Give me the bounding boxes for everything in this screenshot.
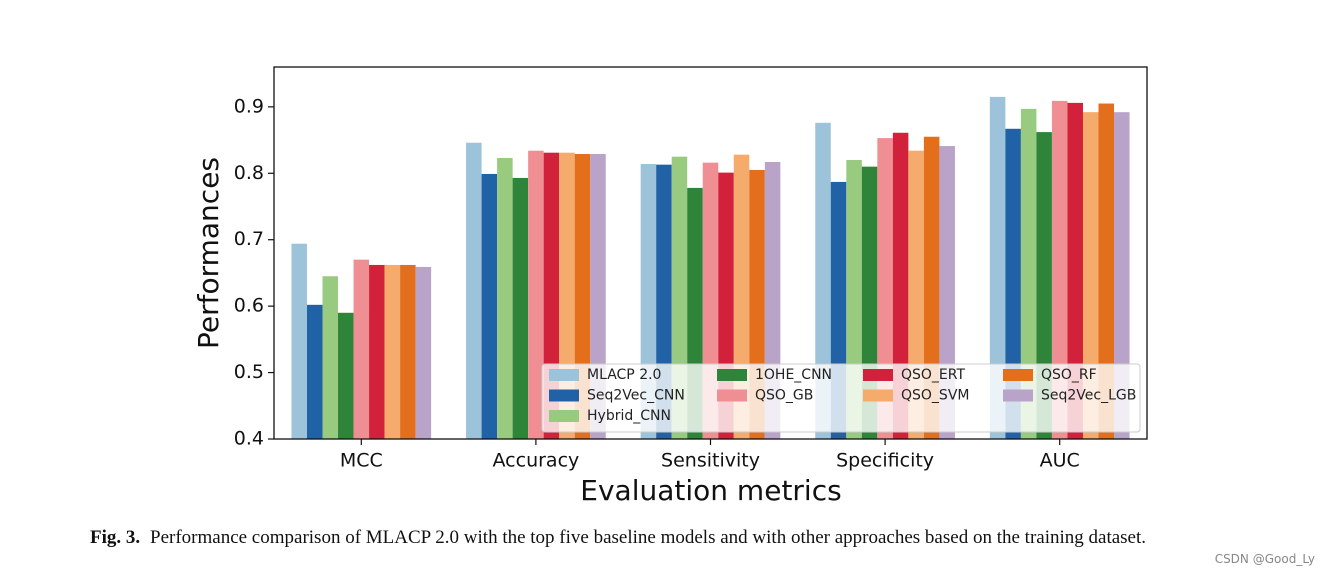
bar — [1082, 112, 1099, 440]
legend-label: Seq2Vec_CNN — [587, 388, 685, 404]
x-tick-label: AUC — [1040, 450, 1080, 472]
legend-swatch — [1003, 369, 1033, 381]
caption-label: Fig. 3. — [90, 527, 140, 548]
bar — [892, 132, 909, 439]
bar — [353, 259, 370, 439]
legend-swatch — [549, 389, 579, 402]
bar — [322, 276, 339, 439]
legend-label: QSO_SVM — [901, 388, 969, 404]
bar — [466, 142, 482, 439]
bar — [415, 266, 432, 439]
bar — [384, 264, 401, 439]
bar — [291, 243, 307, 439]
y-tick-label: 0.8 — [234, 162, 264, 184]
legend-label: Hybrid_CNN — [587, 408, 671, 424]
bar — [815, 122, 831, 440]
legend-label: Seq2Vec_LGB — [1041, 388, 1136, 404]
legend-label: QSO_RF — [1041, 367, 1097, 383]
y-tick-label: 0.9 — [234, 95, 264, 117]
legend-label: QSO_ERT — [901, 367, 965, 383]
plot-frame — [273, 66, 1148, 440]
x-tick-label: Accuracy — [493, 450, 580, 472]
legend-label: QSO_GB — [755, 388, 813, 404]
caption-text: Performance comparison of MLACP 2.0 with… — [150, 527, 1146, 548]
bar — [1005, 128, 1021, 439]
bar — [1114, 112, 1130, 440]
bar — [369, 264, 385, 439]
x-axis-label: Evaluation metrics — [580, 474, 841, 507]
legend-label: 1OHE_CNN — [755, 367, 832, 383]
y-tick-label: 0.5 — [234, 361, 264, 383]
legend-swatch — [549, 369, 579, 381]
legend-swatch — [863, 369, 893, 381]
bar — [1098, 103, 1115, 440]
y-tick-label: 0.7 — [234, 228, 264, 250]
legend-swatch — [717, 389, 747, 402]
bar — [400, 264, 416, 439]
bar — [497, 158, 513, 439]
bar — [528, 150, 544, 439]
legend-label: MLACP 2.0 — [587, 367, 661, 383]
legend-box — [541, 363, 1141, 433]
bar — [923, 136, 940, 439]
bar — [306, 304, 323, 439]
bar — [989, 96, 1006, 440]
bar — [1051, 100, 1068, 439]
bar — [1067, 102, 1083, 439]
bar — [512, 177, 529, 439]
watermark: CSDN @Good_Ly — [1215, 552, 1315, 566]
y-axis-label: Performances — [192, 157, 225, 349]
legend-swatch — [717, 369, 747, 381]
y-tick-label: 0.6 — [234, 295, 264, 317]
y-tick-label: 0.4 — [234, 428, 264, 450]
bar — [481, 173, 498, 439]
bar — [1036, 132, 1052, 439]
bar — [1020, 108, 1037, 439]
legend-swatch — [549, 410, 579, 422]
x-tick-label: Sensitivity — [661, 450, 760, 472]
legend-swatch — [1003, 389, 1033, 402]
x-tick-label: Specificity — [836, 450, 934, 472]
legend-swatch — [863, 389, 893, 402]
bar — [338, 312, 354, 439]
x-tick-label: MCC — [340, 450, 383, 472]
